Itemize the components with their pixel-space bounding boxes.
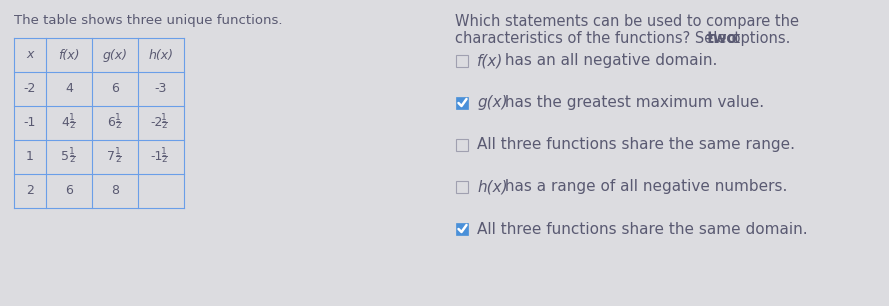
Text: 2: 2 bbox=[116, 121, 121, 130]
Text: 7: 7 bbox=[107, 151, 115, 163]
Text: 1: 1 bbox=[115, 114, 121, 122]
Text: 6: 6 bbox=[111, 83, 119, 95]
Text: 6: 6 bbox=[107, 117, 115, 129]
Text: 5: 5 bbox=[61, 151, 69, 163]
Text: 1: 1 bbox=[161, 114, 167, 122]
Text: The table shows three unique functions.: The table shows three unique functions. bbox=[14, 14, 283, 27]
Text: characteristics of the functions? Select: characteristics of the functions? Select bbox=[455, 31, 745, 46]
Bar bbox=[456, 97, 468, 109]
Text: 1: 1 bbox=[161, 147, 167, 156]
Text: h(x): h(x) bbox=[477, 180, 508, 195]
Text: 1: 1 bbox=[26, 151, 34, 163]
Text: 4: 4 bbox=[65, 83, 73, 95]
Text: f(x): f(x) bbox=[477, 54, 503, 69]
Text: All three functions share the same range.: All three functions share the same range… bbox=[477, 137, 795, 152]
Text: 2: 2 bbox=[69, 155, 75, 165]
Text: 4: 4 bbox=[61, 117, 69, 129]
Text: has the greatest maximum value.: has the greatest maximum value. bbox=[501, 95, 765, 110]
Text: Which statements can be used to compare the: Which statements can be used to compare … bbox=[455, 14, 799, 29]
Text: -2: -2 bbox=[151, 117, 164, 129]
Text: 8: 8 bbox=[111, 185, 119, 197]
Text: options.: options. bbox=[726, 31, 790, 46]
Text: 1: 1 bbox=[69, 147, 75, 156]
Text: 6: 6 bbox=[65, 185, 73, 197]
Text: 1: 1 bbox=[69, 114, 75, 122]
Bar bbox=[456, 139, 468, 151]
Text: has an all negative domain.: has an all negative domain. bbox=[501, 54, 717, 69]
Text: h(x): h(x) bbox=[148, 48, 173, 62]
Text: 2: 2 bbox=[26, 185, 34, 197]
Text: g(x): g(x) bbox=[477, 95, 508, 110]
Text: x: x bbox=[27, 48, 34, 62]
Text: 2: 2 bbox=[161, 155, 167, 165]
Text: two: two bbox=[707, 31, 738, 46]
Text: g(x): g(x) bbox=[102, 48, 127, 62]
Text: All three functions share the same domain.: All three functions share the same domai… bbox=[477, 222, 807, 237]
Text: -2: -2 bbox=[24, 83, 36, 95]
Bar bbox=[456, 223, 468, 235]
Text: f(x): f(x) bbox=[59, 48, 80, 62]
Text: -1: -1 bbox=[24, 117, 36, 129]
Text: 2: 2 bbox=[69, 121, 75, 130]
Text: 2: 2 bbox=[116, 155, 121, 165]
Text: 1: 1 bbox=[115, 147, 121, 156]
Text: -3: -3 bbox=[155, 83, 167, 95]
Bar bbox=[456, 181, 468, 193]
Text: -1: -1 bbox=[151, 151, 164, 163]
Bar bbox=[456, 55, 468, 67]
Text: 2: 2 bbox=[161, 121, 167, 130]
Text: has a range of all negative numbers.: has a range of all negative numbers. bbox=[501, 180, 788, 195]
